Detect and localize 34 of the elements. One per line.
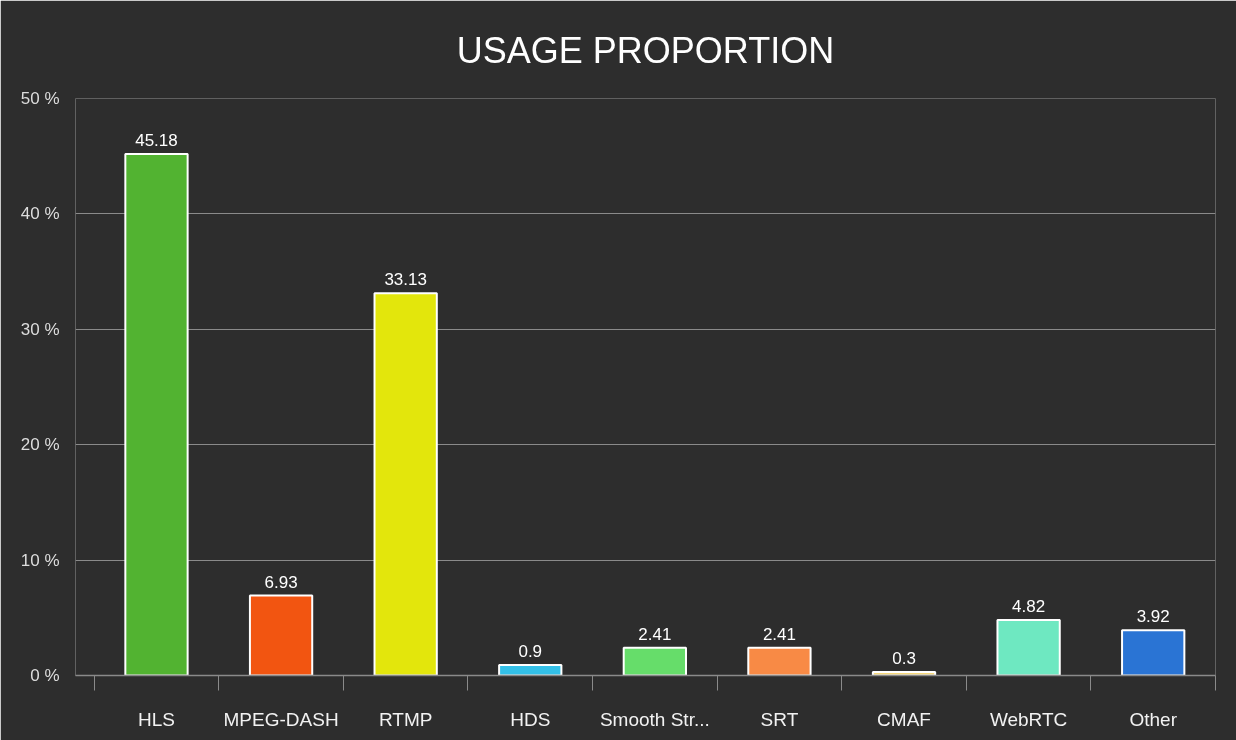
bar [248, 594, 314, 676]
bar [622, 646, 687, 676]
data-label: 33.13 [384, 270, 427, 290]
y-tick-label: 0 % [30, 666, 60, 685]
x-tick-label: HLS [138, 708, 175, 730]
bar [1121, 629, 1186, 676]
data-label: 2.41 [762, 624, 796, 644]
x-tick-label: HDS [510, 708, 551, 730]
bar [124, 153, 189, 676]
x-tick-label: SRT [760, 708, 799, 730]
bar [498, 664, 563, 676]
x-tick-label: Other [1129, 708, 1178, 730]
y-tick-label: 10 % [20, 550, 60, 570]
y-tick-label: 40 % [20, 204, 60, 224]
x-tick-label: CMAF [877, 708, 931, 730]
data-label: 6.93 [264, 572, 298, 592]
x-tick-label: WebRTC [989, 708, 1068, 730]
x-tick-label: RTMP [378, 708, 433, 730]
y-tick-label: 20 % [20, 435, 60, 455]
bar [996, 618, 1061, 676]
data-label: 4.82 [1012, 596, 1046, 616]
data-label: 3.92 [1136, 607, 1170, 627]
data-label: 0.9 [518, 642, 543, 662]
bar [747, 646, 812, 676]
y-tick-label: 30 % [20, 319, 60, 339]
y-tick-label: 50 % [20, 89, 60, 108]
bar [373, 292, 438, 676]
data-label: 0.3 [892, 649, 916, 669]
chart-title: USAGE PROPORTION [456, 30, 835, 71]
data-label: 2.41 [638, 624, 672, 644]
x-tick-label: Smooth Str... [599, 708, 710, 730]
bar [871, 671, 937, 676]
x-tick-label: MPEG-DASH [223, 708, 339, 730]
data-label: 45.18 [135, 131, 178, 151]
